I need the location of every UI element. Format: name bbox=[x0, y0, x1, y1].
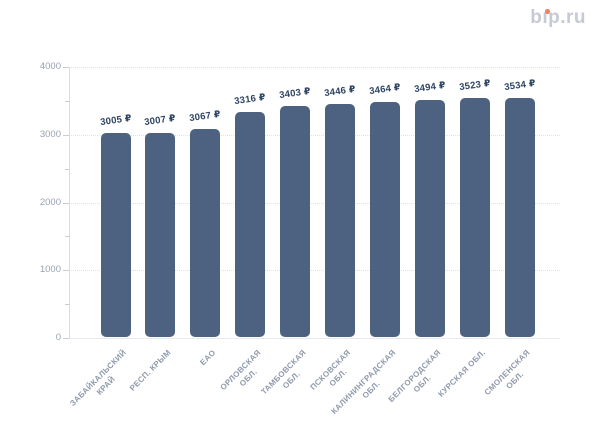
bar-value-label: 3403 ₽ bbox=[278, 86, 312, 102]
bip-ru-logo[interactable]: bıp.ru bbox=[530, 7, 586, 29]
y-tick-label: 3000 bbox=[39, 128, 61, 140]
gridline-4000 bbox=[69, 67, 560, 68]
bar-value-label: 3007 ₽ bbox=[143, 113, 177, 129]
bar-value-label: 3067 ₽ bbox=[188, 109, 222, 125]
bar-2 bbox=[145, 133, 176, 337]
bar-1 bbox=[100, 133, 131, 337]
x-axis-label: ЕАО bbox=[198, 348, 218, 368]
bar-value-label: 3494 ₽ bbox=[413, 80, 447, 96]
y-major-tick bbox=[63, 134, 69, 136]
x-axis-label: ЗАБАЙКАЛЬСКИЙ КРАЙ bbox=[67, 348, 128, 408]
x-axis-line bbox=[69, 338, 560, 339]
bar-5 bbox=[280, 106, 311, 337]
bar-value-label: 3534 ₽ bbox=[503, 77, 537, 93]
y-axis-line bbox=[69, 67, 70, 338]
y-major-tick bbox=[63, 67, 69, 68]
bar-4 bbox=[235, 112, 266, 337]
x-axis-label: РЕСП. КРЫМ bbox=[127, 348, 173, 393]
y-tick-label: 1000 bbox=[39, 264, 61, 276]
bar-value-label: 3316 ₽ bbox=[233, 92, 267, 108]
x-axis-label: ТАМБОВСКАЯ ОБЛ. bbox=[259, 348, 308, 397]
gridline-1000 bbox=[69, 270, 560, 272]
gridline-3000 bbox=[69, 134, 560, 136]
y-minor-tick bbox=[65, 168, 69, 170]
y-major-tick bbox=[63, 338, 69, 339]
bar-10 bbox=[504, 97, 535, 337]
bar-value-label: 3464 ₽ bbox=[368, 82, 402, 98]
y-tick-label: 2000 bbox=[39, 196, 61, 208]
y-minor-tick bbox=[65, 100, 69, 102]
y-major-tick bbox=[63, 202, 69, 204]
y-tick-label: 4000 bbox=[39, 61, 61, 72]
logo-text: bıp.ru bbox=[530, 7, 586, 28]
bar-8 bbox=[414, 100, 445, 337]
bar-6 bbox=[325, 103, 355, 337]
y-minor-tick bbox=[65, 236, 69, 238]
gridline-2000 bbox=[69, 202, 560, 204]
logo-i-dot bbox=[545, 9, 550, 14]
bar-value-label: 3446 ₽ bbox=[323, 83, 357, 99]
bar-value-label: 3005 ₽ bbox=[99, 113, 132, 129]
bar-7 bbox=[369, 102, 400, 337]
bar-3 bbox=[190, 129, 221, 337]
bar-value-label: 3523 ₽ bbox=[458, 78, 492, 94]
bar-9 bbox=[459, 98, 490, 337]
x-axis-label: СМОЛЕНСКАЯ ОБЛ. bbox=[482, 348, 532, 397]
bar-chart-plot: 0 1000 2000 3000 4000 3005 ₽ ЗАБАЙКАЛЬСКИЙ КРА… bbox=[40, 61, 560, 416]
y-minor-tick bbox=[65, 304, 69, 306]
y-major-tick bbox=[63, 270, 69, 272]
y-tick-label: 0 bbox=[55, 332, 61, 343]
